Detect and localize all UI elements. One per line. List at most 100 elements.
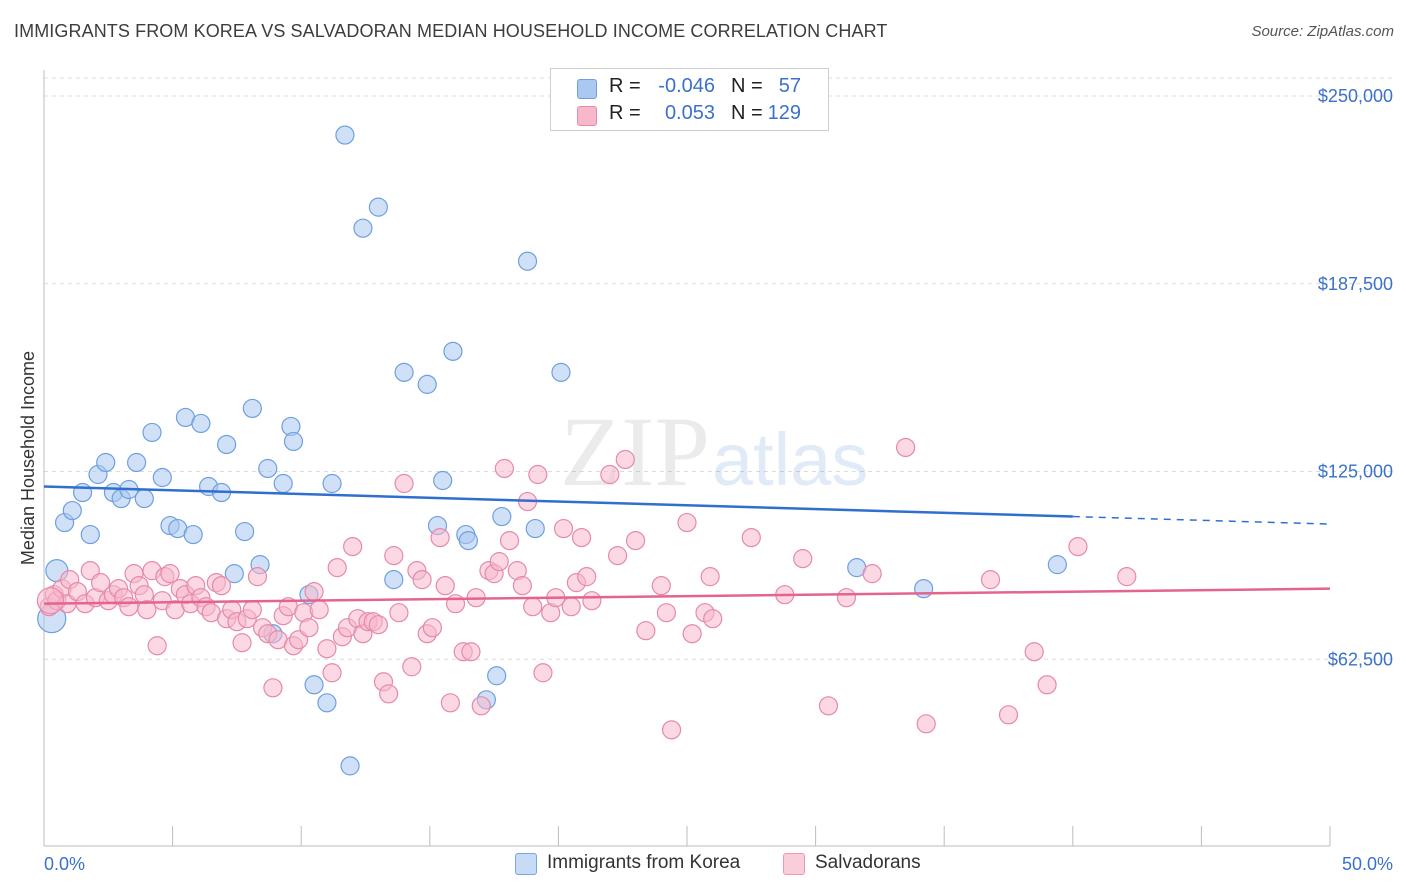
salvadoran-point: [980, 570, 1001, 590]
watermark-atlas: atlas: [712, 418, 868, 501]
salvadoran-point: [741, 527, 761, 548]
korea-point: [258, 458, 278, 479]
watermark: ZIP atlas: [560, 396, 868, 507]
chart-title: IMMIGRANTS FROM KOREA VS SALVADORAN MEDI…: [14, 21, 888, 41]
salvadoran-point: [1068, 536, 1088, 557]
salvadoran-point: [916, 714, 936, 734]
salvadoran-point: [402, 657, 422, 677]
korea-point: [126, 452, 147, 473]
salvadoran-point: [309, 600, 329, 620]
bottom-legend-label-korea: Immigrants from Korea: [547, 852, 741, 873]
x-tick-label: 50.0%: [1342, 854, 1393, 874]
salvadoran-point: [512, 576, 532, 596]
salvadoran-point: [211, 576, 232, 596]
salvadoran-point: [368, 615, 388, 635]
y-tick-label: $250,000: [1318, 86, 1393, 106]
salvadoran-point: [661, 720, 682, 740]
salvadoran-point: [677, 512, 697, 533]
korea-point: [322, 473, 342, 494]
salvadoran-point: [862, 564, 882, 584]
salvadoran-point: [119, 597, 139, 617]
korea-point: [551, 362, 571, 382]
salvadoran-point: [896, 437, 916, 458]
correlation-legend: R = -0.046 N = 57 R = 0.053 N = 129: [550, 68, 829, 131]
korea-point: [80, 524, 100, 545]
salvadoran-point: [327, 558, 347, 578]
salvadoran-point: [379, 684, 399, 704]
korea-point: [335, 125, 355, 145]
salvadoran-point: [389, 603, 409, 623]
salvadoran-point: [430, 527, 450, 548]
salvadoran-point: [263, 678, 283, 698]
korea-point: [96, 452, 116, 473]
salvadoran-point: [561, 597, 581, 617]
y-tick-label: $125,000: [1318, 462, 1393, 482]
salvadoran-point: [343, 536, 363, 557]
y-axis-label: Median Household Income: [18, 351, 38, 565]
korea-point: [142, 422, 162, 443]
salvadoran-point: [607, 546, 628, 566]
korea-point: [217, 434, 237, 455]
y-tick-labels: $62,500 $125,000 $187,500 $250,000: [1318, 86, 1393, 669]
x-tick-labels: 0.0% 50.0%: [44, 854, 1393, 874]
korea-point: [183, 524, 203, 545]
axes: [43, 70, 1331, 847]
korea-point: [340, 756, 360, 776]
trend-lines: [43, 485, 1331, 605]
salvadoran-point: [304, 582, 324, 602]
salvadoran-point: [489, 552, 509, 572]
legend-r-label: R =: [609, 102, 641, 124]
salvadoran-point: [412, 570, 432, 590]
salvadoran-point: [440, 693, 460, 713]
salvadoran-point: [147, 636, 167, 656]
salvadoran-point: [656, 603, 677, 623]
salvadoran-point: [435, 576, 455, 596]
korea-point: [443, 341, 463, 361]
salvadoran-point: [636, 621, 656, 641]
legend-swatch-korea: [577, 79, 597, 99]
salvadoran-point: [394, 473, 414, 494]
grid-lines: [44, 77, 1396, 660]
salvadoran-point: [625, 530, 646, 551]
korea-point: [62, 500, 82, 521]
salvadoran-point: [317, 639, 337, 659]
salvadoran-point: [836, 588, 857, 608]
korea-point: [191, 413, 211, 434]
legend-r-value: 0.053: [664, 102, 715, 124]
salvadoran-point: [533, 663, 553, 683]
salvadoran-point: [247, 567, 268, 587]
korea-point: [317, 693, 337, 713]
legend-n-value: 57: [778, 75, 801, 97]
salvadoran-point: [682, 624, 702, 644]
source-label: Source: ZipAtlas.com: [1251, 23, 1394, 40]
watermark-zip: ZIP: [560, 396, 710, 507]
korea-point: [384, 570, 404, 590]
y-tick-label: $187,500: [1318, 274, 1393, 294]
korea-point: [492, 506, 512, 527]
korea-trend-line: [43, 485, 1073, 518]
y-tick-label: $62,500: [1328, 649, 1393, 669]
salvadoran-point: [571, 527, 592, 548]
x-tick-label: 0.0%: [44, 854, 85, 874]
korea-point: [152, 467, 172, 488]
salvadoran-point: [232, 633, 252, 653]
salvadoran-point: [523, 597, 543, 617]
salvadoran-point: [703, 609, 723, 629]
legend-r-label: R =: [609, 75, 641, 97]
bottom-legend-label-salvadoran: Salvadorans: [815, 852, 921, 873]
korea-point: [273, 473, 293, 494]
korea-point: [525, 518, 545, 539]
salvadoran-point: [528, 464, 548, 485]
salvadoran-point: [322, 663, 342, 683]
data-points: [36, 125, 1137, 776]
legend-r-value: -0.046: [658, 75, 715, 97]
salvadoran-point: [582, 591, 602, 611]
salvadoran-point: [445, 594, 466, 614]
bottom-legend-swatch-salvadoran: [783, 853, 805, 875]
salvadoran-point: [1117, 567, 1137, 587]
korea-point: [394, 362, 414, 382]
legend-n-label: N =: [731, 75, 763, 97]
korea-point: [458, 530, 478, 551]
legend-swatch-salvadoran: [577, 106, 597, 126]
